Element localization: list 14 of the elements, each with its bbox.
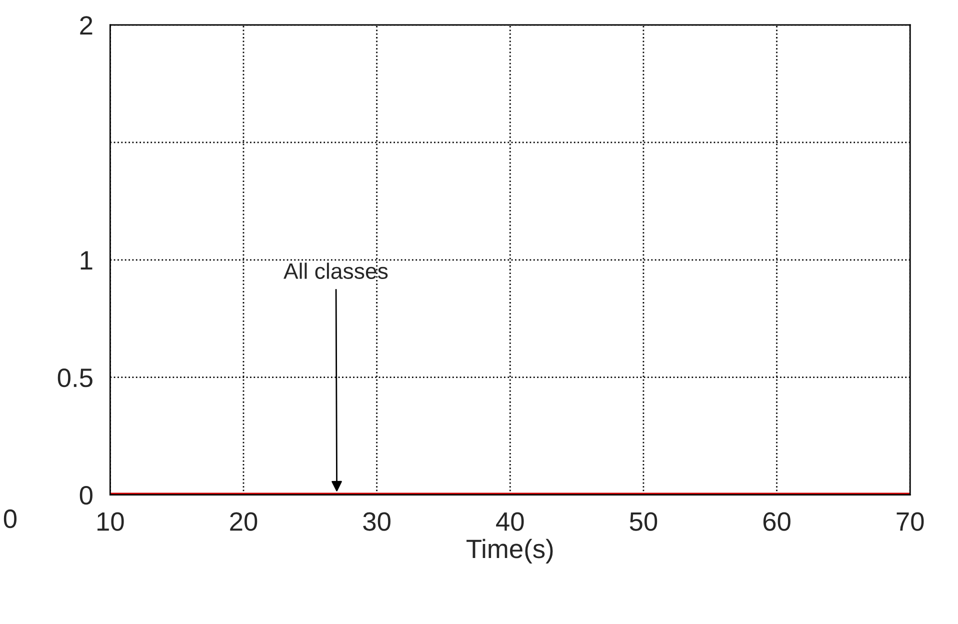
x-tick-label: 70 <box>896 512 924 531</box>
y-tick-label: 0 <box>80 486 92 505</box>
annotation: All classes <box>284 262 388 279</box>
x-tick-label: 60 <box>763 512 790 531</box>
y-tick-label: 2 <box>80 16 92 35</box>
x-tick-label: 30 <box>363 512 390 531</box>
x-axis-title: Time(s) <box>466 538 553 564</box>
x-tick-label: 20 <box>230 512 258 531</box>
y-tick-label: 1 <box>80 251 92 270</box>
x-tick-label: 50 <box>630 512 658 531</box>
text: 0 <box>4 509 17 528</box>
x-tick-label: 40 <box>496 512 524 531</box>
x-tick-label: 10 <box>98 512 124 531</box>
y-tick-label: 0.5 <box>58 368 92 388</box>
